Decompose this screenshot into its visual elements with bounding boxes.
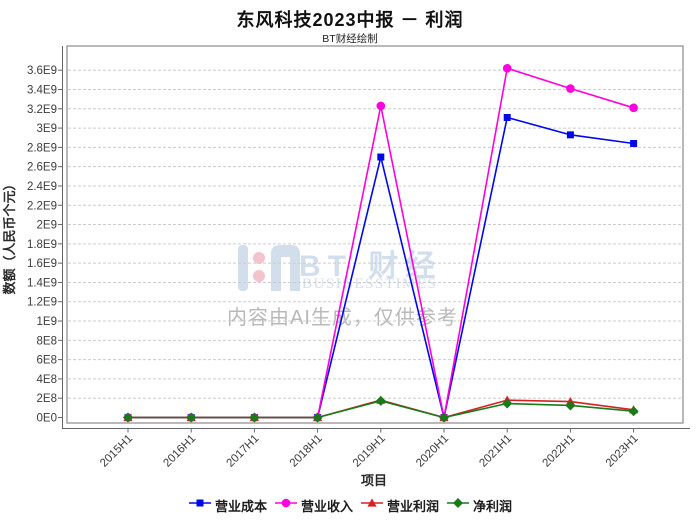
legend-label: 营业利润 xyxy=(387,499,440,514)
series-markers-0 xyxy=(124,113,638,421)
legend-label: 营业收入 xyxy=(300,499,353,514)
x-tick-label: 2023H1 xyxy=(604,433,641,470)
bt-finance-logo-icon xyxy=(238,245,300,291)
y-axis-title: 数额（人民币个元） xyxy=(2,177,17,294)
y-tick-label: 3E9 xyxy=(37,123,57,135)
legend-item-operating-cost: 营业成本 xyxy=(188,496,267,515)
x-tick-label: 2018H1 xyxy=(288,433,325,470)
y-tick-label: 1.2E9 xyxy=(27,297,57,309)
plot-area-border xyxy=(66,45,684,424)
y-tick-label: 8E8 xyxy=(37,335,57,347)
x-tick-label: 2020H1 xyxy=(414,433,451,470)
legend-label: 净利润 xyxy=(473,499,513,514)
x-axis-title: 项目 xyxy=(361,473,387,488)
blue-square-marker-icon xyxy=(188,496,212,515)
legend-item-operating-revenue: 营业收入 xyxy=(274,496,353,515)
y-tick-label: 2E9 xyxy=(37,220,57,232)
y-tick-label: 2.6E9 xyxy=(27,162,57,174)
y-tick-label: 1E9 xyxy=(37,316,57,328)
legend-item-net-profit: 净利润 xyxy=(446,496,512,515)
chart-subtitle: BT财经绘制 xyxy=(322,33,378,45)
legend-item-operating-profit: 营业利润 xyxy=(360,496,439,515)
y-tick-label: 2.2E9 xyxy=(27,200,57,212)
x-tick-label: 2022H1 xyxy=(541,433,578,470)
y-tick-label: 4E8 xyxy=(37,374,57,386)
y-tick-label: 1.8E9 xyxy=(27,239,57,251)
y-tick-label: 3.2E9 xyxy=(27,104,57,116)
x-tick-label: 2021H1 xyxy=(477,433,514,470)
series-markers-3 xyxy=(123,395,639,423)
chart-legend: 营业成本 营业收入 营业利润 净利润 xyxy=(0,496,700,515)
x-tick-label: 2017H1 xyxy=(225,433,262,470)
y-tick-label: 2E8 xyxy=(37,393,57,405)
y-tick-label: 1.6E9 xyxy=(27,258,57,270)
y-tick-label: 6E8 xyxy=(37,355,57,367)
y-tick-label: 0E0 xyxy=(37,413,57,425)
y-tick-label: 3.4E9 xyxy=(27,84,57,96)
y-tick-label: 1.4E9 xyxy=(27,277,57,289)
magenta-circle-marker-icon xyxy=(274,496,298,515)
series-line-0 xyxy=(128,116,634,419)
x-tick-label: 2019H1 xyxy=(351,433,388,470)
series-line-1 xyxy=(128,67,634,419)
y-tick-label: 2.4E9 xyxy=(27,181,57,193)
series-markers-1 xyxy=(123,63,638,422)
green-diamond-marker-icon xyxy=(446,496,470,515)
y-tick-label: 3.6E9 xyxy=(27,65,57,77)
watermark-brand-subtext: BUSINESSTIMES xyxy=(302,276,438,292)
x-tick-label: 2016H1 xyxy=(161,433,198,470)
x-tick-label: 2015H1 xyxy=(98,433,135,470)
red-triangle-marker-icon xyxy=(360,496,384,515)
legend-label: 营业成本 xyxy=(214,499,267,514)
chart-title: 东风科技2023中报 － 利润 xyxy=(236,10,464,30)
y-tick-label: 2.8E9 xyxy=(27,142,57,154)
